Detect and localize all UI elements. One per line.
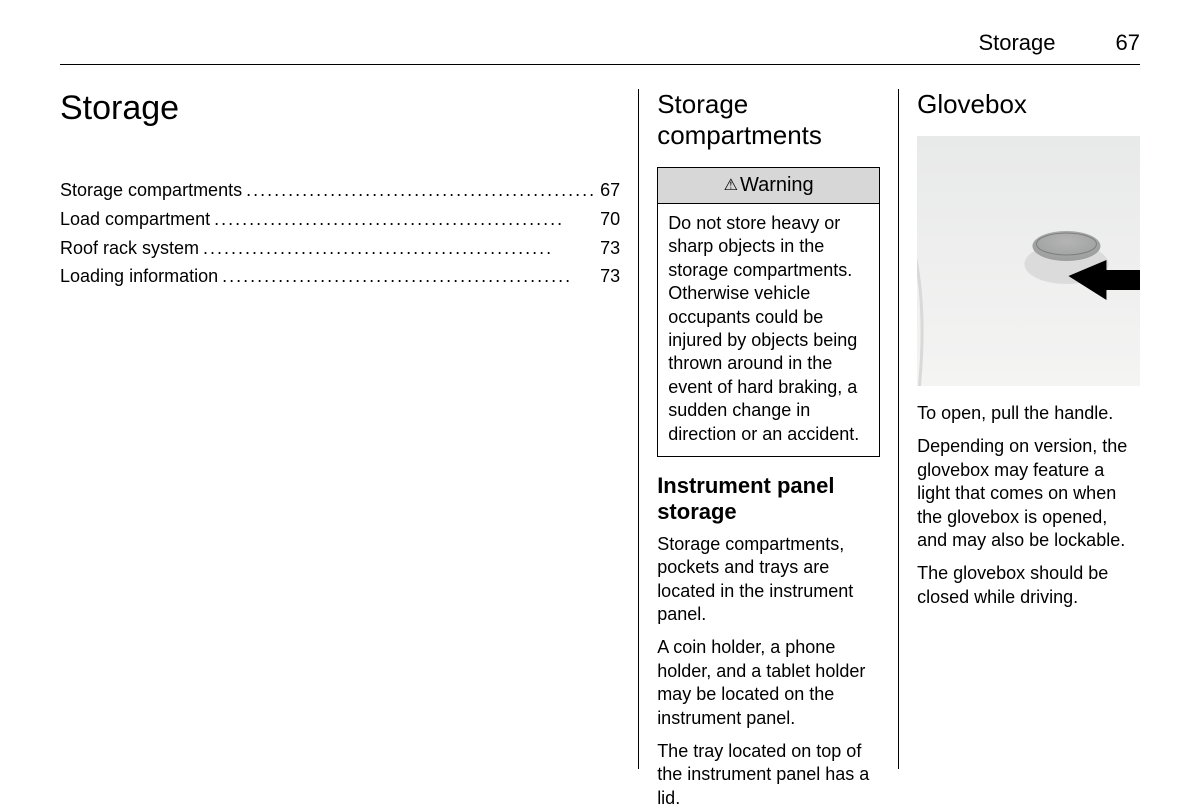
body-paragraph: To open, pull the handle. [917,402,1140,425]
toc-label: Load compartment [60,205,210,234]
body-paragraph: The glovebox should be closed while driv… [917,562,1140,609]
column-toc: Storage Storage compartments 67 Load com… [60,89,638,769]
header-section-title: Storage [978,30,1055,56]
toc-entry: Load compartment 70 [60,205,620,234]
body-paragraph: Storage compartments, pockets and trays … [657,533,880,627]
header-page-number: 67 [1116,30,1140,56]
warning-title-text: Warning [740,174,814,196]
body-paragraph: The tray located on top of the instrumen… [657,740,880,810]
body-paragraph: Depending on version, the glovebox may f… [917,435,1140,552]
column-storage-compartments: Storage compartments ⚠Warning Do not sto… [638,89,898,769]
chapter-title: Storage [60,89,620,128]
toc-label: Loading information [60,262,218,291]
toc-leader-dots [210,205,600,234]
page-header: Storage 67 [60,30,1140,65]
toc-entry: Storage compartments 67 [60,176,620,205]
toc-page: 73 [600,262,620,291]
column-glovebox: Glovebox [898,89,1140,769]
toc-label: Roof rack system [60,234,199,263]
toc-label: Storage compartments [60,176,242,205]
toc-page: 73 [600,234,620,263]
toc-page: 67 [600,176,620,205]
warning-body-text: Do not store heavy or sharp objects in t… [658,204,879,456]
glovebox-figure [917,136,1140,386]
warning-triangle-icon: ⚠ [724,177,738,194]
toc-leader-dots [218,262,600,291]
section-heading: Glovebox [917,89,1140,120]
warning-heading: ⚠Warning [658,168,879,204]
toc-entry: Loading information 73 [60,262,620,291]
section-heading: Storage compartments [657,89,880,151]
subsection-heading: Instrument panel storage [657,473,880,525]
toc-page: 70 [600,205,620,234]
warning-box: ⚠Warning Do not store heavy or sharp obj… [657,167,880,457]
toc-leader-dots [199,234,600,263]
toc-leader-dots [242,176,600,205]
body-paragraph: A coin holder, a phone holder, and a tab… [657,636,880,730]
toc-entry: Roof rack system 73 [60,234,620,263]
